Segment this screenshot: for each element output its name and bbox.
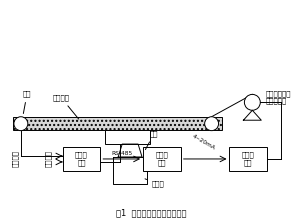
Text: 贮料仓: 贮料仓 (145, 179, 165, 187)
Text: 速度信号: 速度信号 (12, 150, 18, 167)
Text: 4~20mA: 4~20mA (191, 134, 216, 151)
Text: 变频调
速器: 变频调 速器 (242, 152, 255, 166)
Text: 卸料: 卸料 (23, 90, 31, 114)
Circle shape (205, 117, 218, 131)
Text: 称重信号: 称重信号 (45, 150, 52, 167)
Bar (105, 130, 150, 144)
Bar (63, 147, 100, 171)
Text: 料斗: 料斗 (145, 130, 158, 150)
Text: RS-485: RS-485 (111, 151, 132, 156)
Text: 配料皮带驱动
和调速电机: 配料皮带驱动 和调速电机 (265, 90, 291, 104)
Circle shape (14, 117, 28, 131)
Text: 图1  电子皮带配料秤原理框图: 图1 电子皮带配料秤原理框图 (116, 208, 186, 217)
Text: 信号变
送器: 信号变 送器 (75, 152, 88, 166)
Text: 控制调
节器: 控制调 节器 (155, 152, 168, 166)
Text: 环形皮带: 环形皮带 (53, 94, 79, 119)
Bar (13, 117, 221, 130)
Circle shape (245, 94, 260, 110)
Bar (143, 147, 181, 171)
Bar (229, 147, 267, 171)
